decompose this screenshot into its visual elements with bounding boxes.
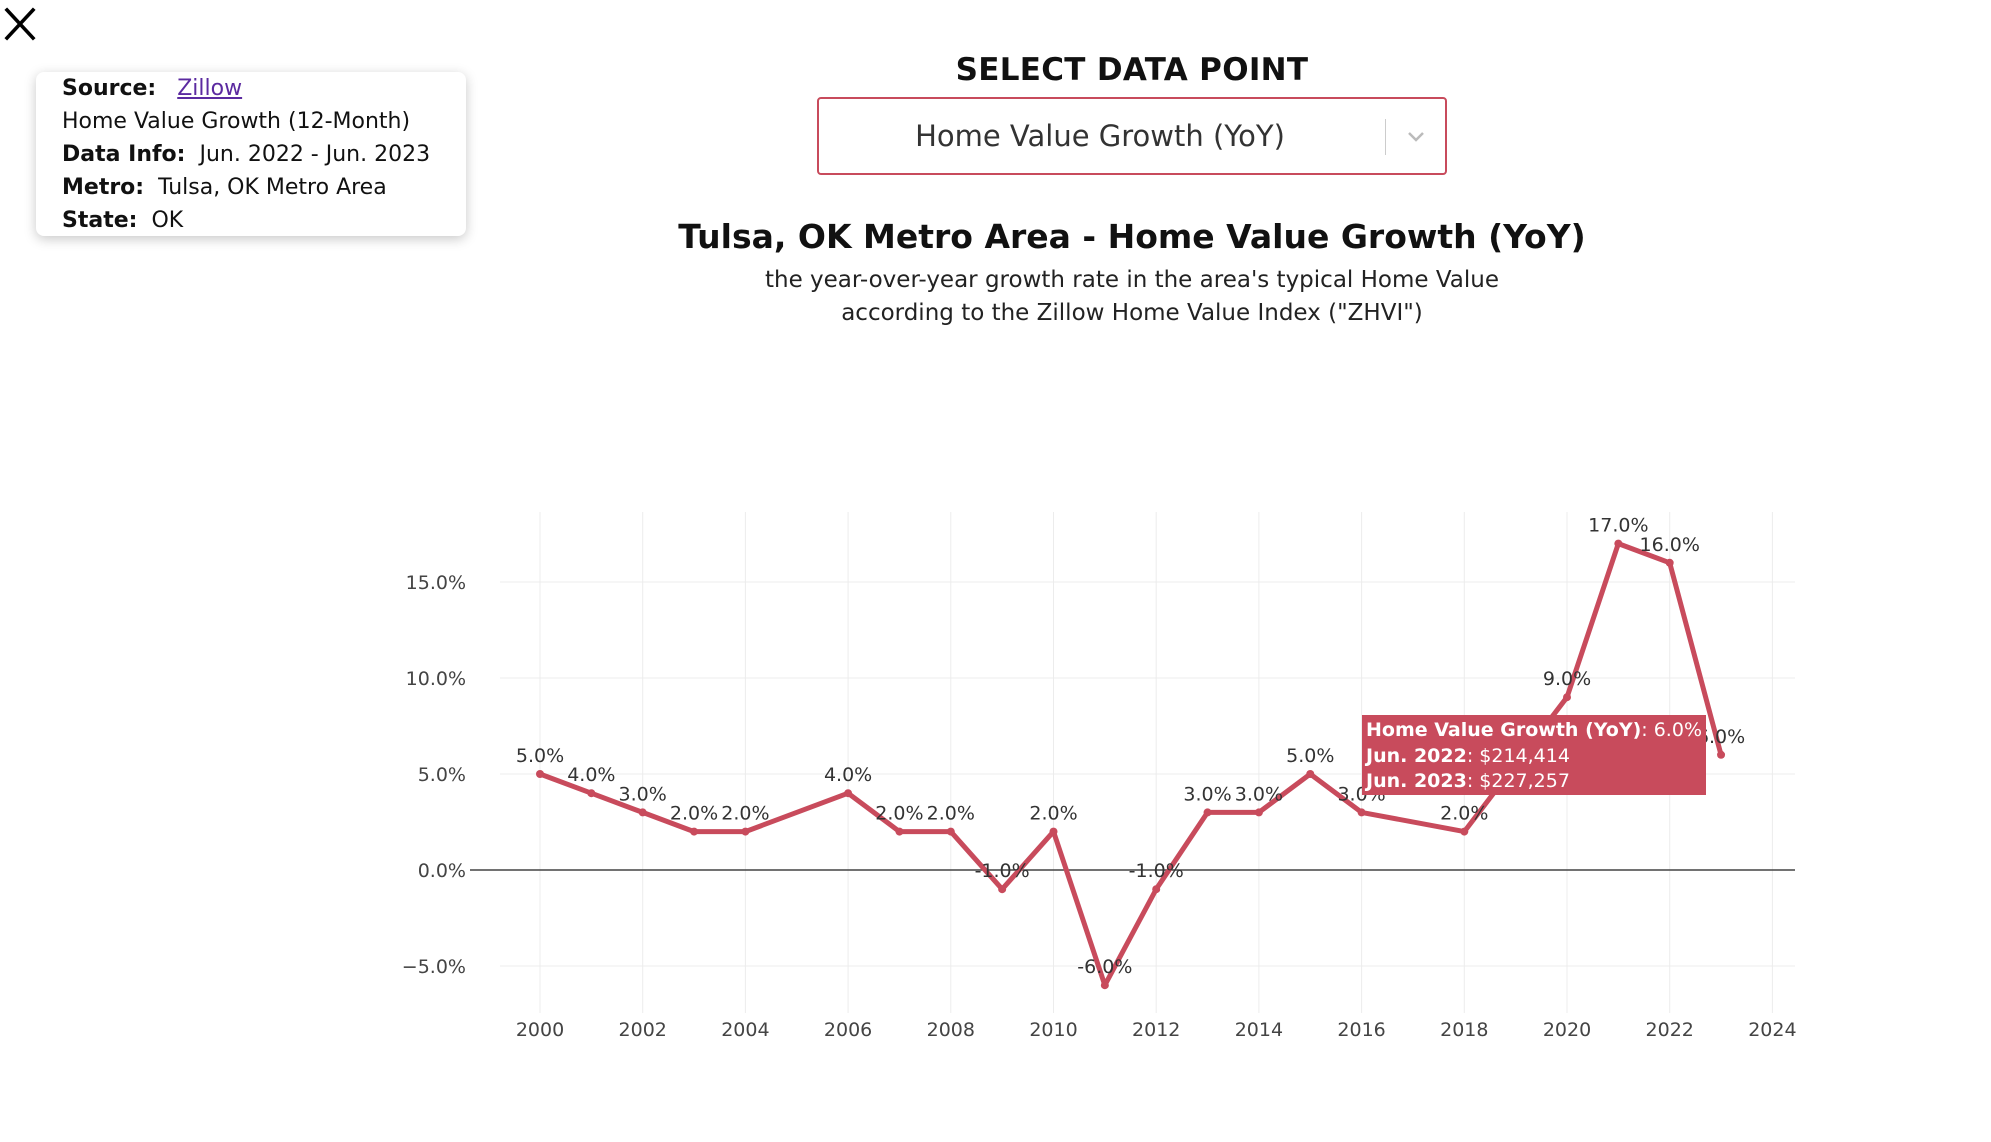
data-label: 2.0% bbox=[670, 803, 718, 825]
chart-subtitle: the year-over-year growth rate in the ar… bbox=[0, 264, 1991, 330]
data-point bbox=[690, 827, 699, 836]
data-point bbox=[1357, 808, 1366, 817]
x-tick-label: 2018 bbox=[1440, 1019, 1488, 1041]
chart-subtitle-line1: the year-over-year growth rate in the ar… bbox=[764, 267, 1500, 293]
data-label: -6.0% bbox=[1077, 956, 1132, 978]
x-tick-label: 2022 bbox=[1646, 1019, 1694, 1041]
x-tick-label: 2002 bbox=[619, 1019, 667, 1041]
data-label: 16.0% bbox=[1640, 534, 1700, 556]
x-tick-label: 2008 bbox=[927, 1019, 975, 1041]
data-label: 6.0% bbox=[1697, 726, 1745, 748]
tooltip-line-2023: Jun. 2023: $227,257 bbox=[1366, 770, 1570, 792]
data-point bbox=[1254, 808, 1263, 817]
data-point bbox=[1203, 808, 1212, 817]
data-label: 2.0% bbox=[927, 803, 975, 825]
data-label: 4.0% bbox=[567, 764, 615, 786]
data-info-label: Data Info: bbox=[62, 142, 186, 167]
y-tick-label: 10.0% bbox=[406, 668, 466, 690]
metric-name: Home Value Growth (12-Month) bbox=[62, 109, 411, 134]
x-tick-label: 2014 bbox=[1235, 1019, 1283, 1041]
data-point-select[interactable]: Home Value Growth (YoY) bbox=[817, 97, 1447, 175]
data-label: 2.0% bbox=[875, 803, 923, 825]
data-point bbox=[536, 770, 544, 778]
data-point bbox=[1049, 827, 1058, 836]
y-tick-label: 15.0% bbox=[406, 572, 466, 594]
data-label: 2.0% bbox=[1440, 803, 1488, 825]
x-tick-label: 2016 bbox=[1337, 1019, 1385, 1041]
data-label: -1.0% bbox=[975, 860, 1030, 882]
y-tick-label: 0.0% bbox=[418, 860, 466, 882]
data-label: -1.0% bbox=[1129, 860, 1184, 882]
data-point bbox=[998, 885, 1007, 894]
data-point bbox=[1460, 827, 1469, 836]
source-label: Source: bbox=[62, 76, 157, 101]
state-value: OK bbox=[151, 208, 184, 233]
hover-tooltip: Home Value Growth (YoY): 6.0% Jun. 2022:… bbox=[1362, 715, 1706, 795]
data-point bbox=[741, 827, 750, 836]
data-point bbox=[895, 827, 904, 836]
data-label: 3.0% bbox=[619, 783, 667, 805]
x-tick-label: 2020 bbox=[1543, 1019, 1591, 1041]
data-info-value: Jun. 2022 - Jun. 2023 bbox=[199, 142, 431, 167]
tooltip-line-2022: Jun. 2022: $214,414 bbox=[1366, 744, 1570, 767]
select-separator bbox=[1385, 119, 1386, 155]
state-label: State: bbox=[62, 208, 138, 233]
tooltip-line-growth: Home Value Growth (YoY): 6.0% bbox=[1366, 719, 1702, 741]
data-point bbox=[1665, 558, 1674, 567]
source-row: Source: Zillow bbox=[62, 72, 466, 105]
x-tick-label: 2006 bbox=[824, 1019, 872, 1041]
state-row: State: OK bbox=[62, 204, 466, 237]
data-label: 5.0% bbox=[1286, 745, 1334, 767]
x-tick-label: 2004 bbox=[721, 1019, 769, 1041]
data-label: 9.0% bbox=[1543, 668, 1591, 690]
data-point bbox=[844, 789, 853, 798]
metro-row: Metro: Tulsa, OK Metro Area bbox=[62, 171, 466, 204]
data-point bbox=[1563, 693, 1571, 702]
data-label: 2.0% bbox=[1029, 803, 1077, 825]
source-link[interactable]: Zillow bbox=[177, 76, 243, 101]
close-icon bbox=[4, 7, 36, 41]
metro-label: Metro: bbox=[62, 175, 145, 200]
x-tick-label: 2000 bbox=[516, 1019, 564, 1041]
data-info-card: Source: Zillow Home Value Growth (12-Mon… bbox=[36, 72, 466, 236]
data-point bbox=[1614, 539, 1623, 548]
data-label: 5.0% bbox=[516, 745, 564, 767]
data-label: 3.0% bbox=[1183, 783, 1231, 805]
close-button[interactable] bbox=[2, 2, 38, 42]
data-label: 3.0% bbox=[1235, 783, 1283, 805]
data-label: 2.0% bbox=[721, 803, 769, 825]
metro-value: Tulsa, OK Metro Area bbox=[158, 175, 387, 200]
data-point bbox=[638, 808, 647, 817]
data-point bbox=[1717, 750, 1726, 759]
select-heading: SELECT DATA POINT bbox=[955, 52, 1309, 88]
y-tick-label: 5.0% bbox=[418, 764, 466, 786]
data-label: 4.0% bbox=[824, 764, 872, 786]
y-tick-label: −5.0% bbox=[402, 956, 466, 978]
data-info-row: Data Info: Jun. 2022 - Jun. 2023 bbox=[62, 138, 466, 171]
data-label: 17.0% bbox=[1588, 515, 1648, 537]
x-tick-label: 2010 bbox=[1029, 1019, 1077, 1041]
data-point bbox=[1100, 981, 1109, 990]
chevron-down-icon[interactable] bbox=[1399, 121, 1433, 153]
x-tick-label: 2012 bbox=[1132, 1019, 1180, 1041]
data-point bbox=[946, 827, 955, 836]
x-tick-label: 2024 bbox=[1748, 1019, 1796, 1041]
data-point bbox=[587, 789, 596, 798]
data-point bbox=[1152, 885, 1161, 894]
chart-subtitle-line2: according to the Zillow Home Value Index… bbox=[841, 300, 1423, 326]
select-value: Home Value Growth (YoY) bbox=[915, 119, 1285, 153]
data-point bbox=[1306, 770, 1315, 778]
chart-title: Tulsa, OK Metro Area - Home Value Growth… bbox=[678, 217, 1586, 256]
